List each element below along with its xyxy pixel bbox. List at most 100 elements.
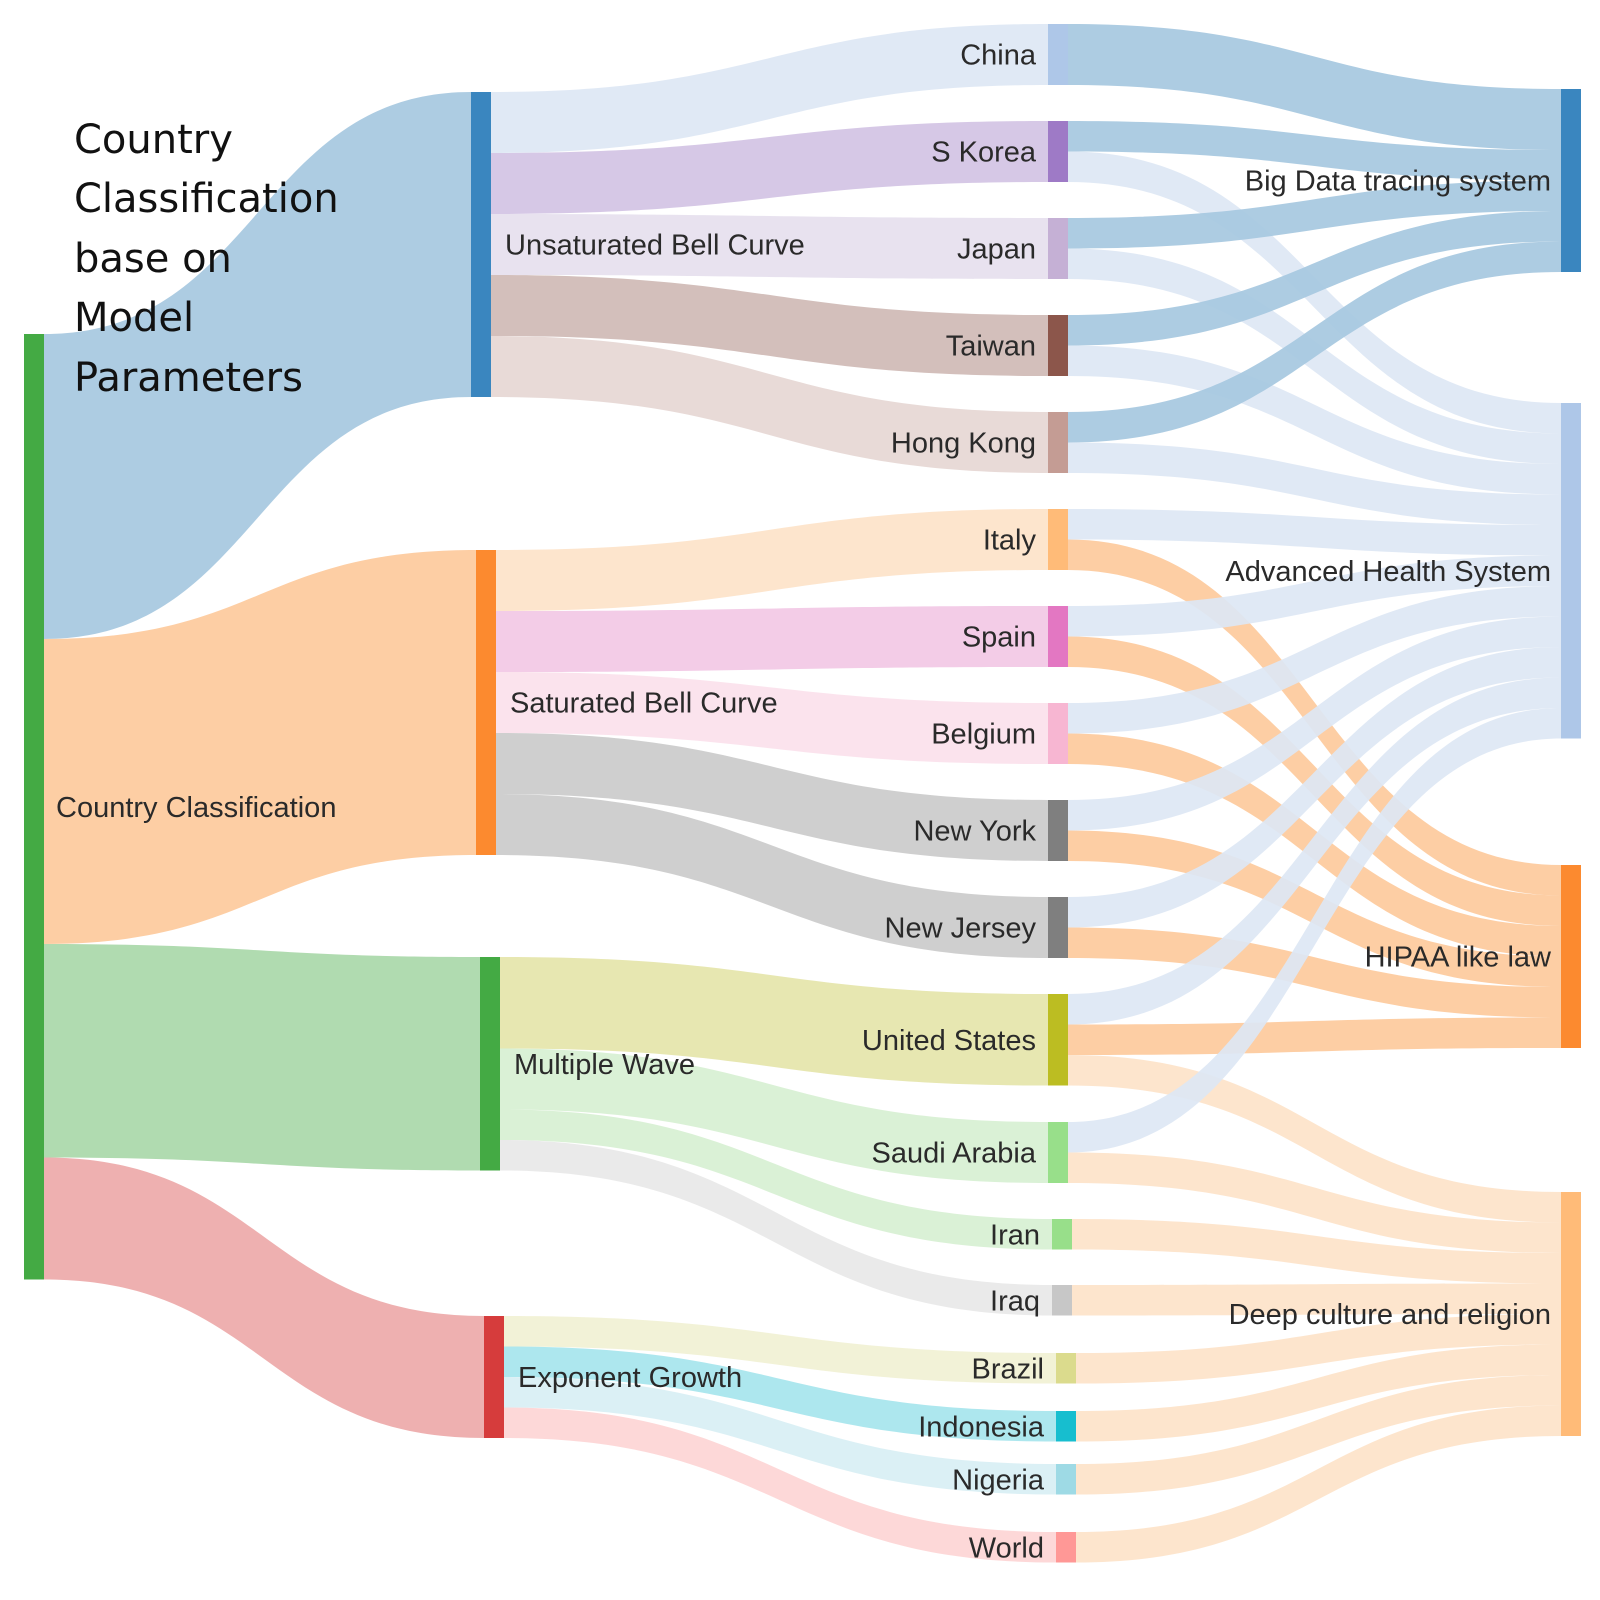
node-belgium bbox=[1048, 703, 1068, 764]
link-root-ubc bbox=[44, 92, 471, 639]
node-sbc bbox=[476, 550, 496, 855]
link-newyork-hipaa bbox=[1068, 830, 1561, 987]
node-nigeria bbox=[1056, 1464, 1076, 1495]
node-label-world: World bbox=[969, 1532, 1044, 1564]
node-label-mw: Multiple Wave bbox=[514, 1049, 695, 1081]
link-taiwan-health bbox=[1068, 345, 1561, 495]
link-sbc-newyork bbox=[496, 733, 1048, 861]
links-layer bbox=[44, 24, 1561, 1563]
node-label-taiwan: Taiwan bbox=[946, 331, 1036, 363]
node-label-root: Country Classification bbox=[56, 792, 336, 824]
link-japan-bigdata bbox=[1068, 180, 1561, 249]
link-root-mw bbox=[44, 944, 480, 1171]
link-spain-health bbox=[1068, 555, 1561, 637]
node-label-iran: Iran bbox=[990, 1219, 1040, 1251]
node-italy bbox=[1048, 509, 1068, 570]
diagram-title-line: base on bbox=[74, 236, 232, 282]
link-eg-indonesia bbox=[504, 1346, 1056, 1442]
link-ubc-skorea bbox=[491, 121, 1048, 214]
link-newjersey-health bbox=[1068, 647, 1561, 928]
node-label-newjersey: New Jersey bbox=[885, 913, 1037, 945]
node-label-skorea: S Korea bbox=[931, 137, 1037, 169]
diagram-title-line: Parameters bbox=[74, 355, 303, 401]
node-world bbox=[1056, 1532, 1076, 1563]
link-ubc-china bbox=[491, 24, 1048, 153]
link-belgium-health bbox=[1068, 586, 1561, 734]
link-sbc-spain bbox=[496, 606, 1048, 672]
node-china bbox=[1048, 24, 1068, 85]
node-label-hipaa: HIPAA like law bbox=[1365, 942, 1552, 974]
node-label-ubc: Unsaturated Bell Curve bbox=[505, 230, 805, 262]
link-hongkong-health bbox=[1068, 442, 1561, 525]
link-nigeria-culture bbox=[1076, 1375, 1561, 1495]
node-iran bbox=[1052, 1219, 1072, 1250]
link-mw-iran bbox=[500, 1109, 1052, 1250]
node-brazil bbox=[1056, 1353, 1076, 1384]
link-china-bigdata bbox=[1068, 24, 1561, 150]
link-eg-brazil bbox=[504, 1316, 1056, 1384]
node-health bbox=[1561, 403, 1581, 739]
node-label-newyork: New York bbox=[913, 816, 1036, 848]
node-newyork bbox=[1048, 800, 1068, 861]
link-brazil-culture bbox=[1076, 1314, 1561, 1384]
node-newjersey bbox=[1048, 897, 1068, 958]
link-mw-iraq bbox=[500, 1140, 1052, 1316]
node-label-hongkong: Hong Kong bbox=[891, 428, 1036, 460]
link-newyork-health bbox=[1068, 616, 1561, 831]
node-label-saudi: Saudi Arabia bbox=[872, 1138, 1037, 1170]
link-newjersey-hipaa bbox=[1068, 927, 1561, 1018]
diagram-title: Country Classification base on Model Par… bbox=[74, 117, 351, 401]
node-bigdata bbox=[1561, 89, 1581, 272]
node-label-us: United States bbox=[862, 1025, 1036, 1057]
node-label-iraq: Iraq bbox=[990, 1285, 1040, 1317]
node-label-health: Advanced Health System bbox=[1225, 556, 1551, 588]
link-saudi-health bbox=[1068, 708, 1561, 1153]
node-label-indonesia: Indonesia bbox=[918, 1411, 1045, 1443]
link-sbc-italy bbox=[496, 509, 1048, 611]
node-label-nigeria: Nigeria bbox=[952, 1464, 1045, 1496]
node-label-china: China bbox=[960, 40, 1037, 72]
link-root-sbc bbox=[44, 550, 476, 944]
link-root-eg bbox=[44, 1157, 484, 1438]
diagram-title-line: Classification bbox=[74, 176, 339, 222]
node-hipaa bbox=[1561, 865, 1581, 1048]
link-hongkong-bigdata bbox=[1068, 241, 1561, 443]
link-eg-nigeria bbox=[504, 1377, 1056, 1495]
labels-layer: Country Classification Unsaturated Bell C… bbox=[56, 40, 1552, 1565]
node-saudi bbox=[1048, 1122, 1068, 1183]
link-mw-us bbox=[500, 957, 1048, 1086]
link-ubc-taiwan bbox=[491, 275, 1048, 376]
link-taiwan-bigdata bbox=[1068, 211, 1561, 346]
node-mw bbox=[480, 957, 500, 1171]
link-ubc-hongkong bbox=[491, 336, 1048, 473]
node-label-brazil: Brazil bbox=[971, 1353, 1044, 1385]
node-indonesia bbox=[1056, 1411, 1076, 1442]
diagram-title-line: Country bbox=[74, 117, 233, 163]
node-label-bigdata: Big Data tracing system bbox=[1245, 166, 1551, 198]
node-ubc bbox=[471, 92, 491, 397]
link-saudi-culture bbox=[1068, 1152, 1561, 1253]
node-iraq bbox=[1052, 1285, 1072, 1316]
node-label-japan: Japan bbox=[957, 234, 1036, 266]
node-culture bbox=[1561, 1192, 1581, 1436]
node-us bbox=[1048, 994, 1068, 1086]
node-label-belgium: Belgium bbox=[931, 719, 1036, 751]
node-skorea bbox=[1048, 121, 1068, 182]
link-iraq-culture bbox=[1072, 1283, 1561, 1316]
link-sbc-belgium bbox=[496, 672, 1048, 764]
node-spain bbox=[1048, 606, 1068, 667]
node-hongkong bbox=[1048, 412, 1068, 473]
node-eg bbox=[484, 1316, 504, 1438]
nodes-layer bbox=[24, 24, 1581, 1563]
link-iran-culture bbox=[1072, 1219, 1561, 1284]
diagram-title-line: Model bbox=[74, 295, 194, 341]
link-sbc-newjersey bbox=[496, 794, 1048, 958]
node-label-eg: Exponent Growth bbox=[518, 1362, 742, 1394]
link-mw-saudi bbox=[500, 1048, 1048, 1183]
link-indonesia-culture bbox=[1076, 1344, 1561, 1442]
node-label-sbc: Saturated Bell Curve bbox=[510, 688, 778, 720]
link-eg-world bbox=[504, 1407, 1056, 1563]
link-italy-health bbox=[1068, 509, 1561, 556]
